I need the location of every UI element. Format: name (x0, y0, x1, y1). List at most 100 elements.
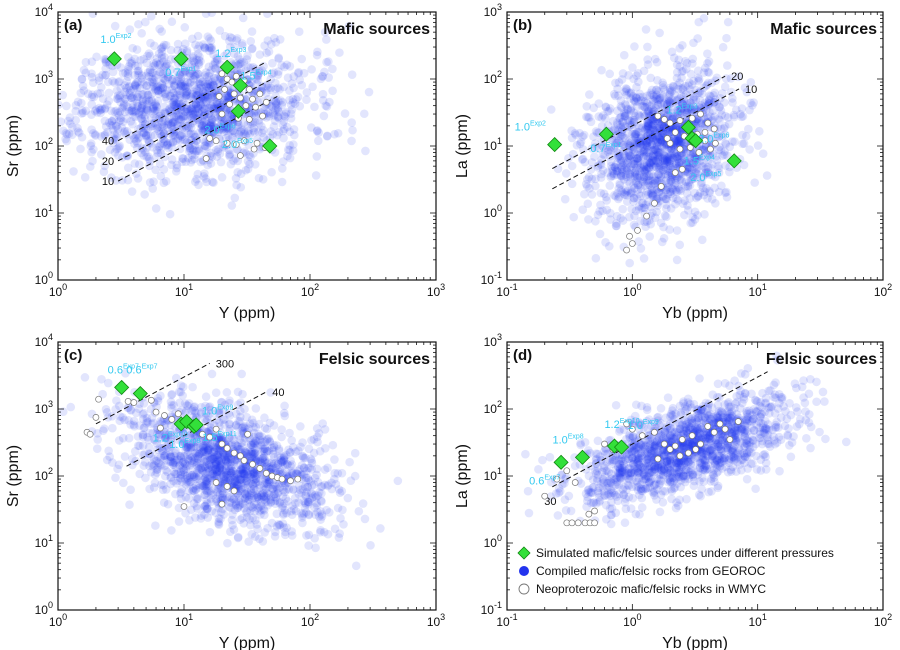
georoc-point (641, 124, 650, 134)
georoc-point (254, 119, 264, 128)
georoc-point (239, 127, 249, 136)
georoc-point (653, 156, 663, 165)
georoc-point (656, 173, 666, 182)
georoc-point (196, 80, 205, 89)
georoc-point (665, 85, 675, 95)
georoc-point (196, 101, 206, 110)
georoc-point (583, 175, 592, 184)
georoc-point (207, 115, 217, 124)
georoc-point (660, 155, 669, 164)
georoc-point (648, 184, 657, 194)
georoc-point (137, 100, 147, 110)
georoc-point (190, 154, 199, 164)
georoc-point (200, 79, 210, 89)
wmyc-point (262, 469, 270, 477)
georoc-point (87, 57, 97, 66)
ratio-line-20 (117, 78, 273, 162)
georoc-point (703, 59, 712, 68)
georoc-point (705, 96, 714, 105)
georoc-point (122, 83, 131, 93)
georoc-point (223, 92, 232, 102)
georoc-point (144, 49, 154, 58)
georoc-point (657, 133, 667, 142)
georoc-point (186, 129, 196, 138)
georoc-point (663, 151, 672, 161)
georoc-point (677, 84, 686, 93)
georoc-point (227, 515, 237, 525)
georoc-point (567, 179, 577, 189)
georoc-point (642, 187, 652, 196)
georoc-point (616, 138, 625, 148)
georoc-point (124, 53, 133, 62)
georoc-point (233, 51, 243, 61)
georoc-point (668, 98, 678, 108)
georoc-point (615, 179, 625, 188)
georoc-point (662, 200, 671, 209)
georoc-point (672, 194, 681, 203)
georoc-point (659, 123, 669, 132)
georoc-point (645, 232, 655, 241)
georoc-point (214, 122, 224, 132)
georoc-point (148, 68, 158, 78)
georoc-point (113, 94, 123, 104)
georoc-point (677, 67, 687, 76)
georoc-point (195, 41, 204, 51)
georoc-point (610, 91, 620, 101)
wmyc-point (250, 145, 258, 153)
georoc-point (354, 506, 364, 516)
georoc-point (639, 66, 649, 76)
georoc-point (186, 69, 195, 78)
georoc-point (629, 95, 639, 105)
georoc-point (227, 201, 237, 210)
georoc-point (611, 192, 620, 201)
georoc-point (589, 103, 599, 113)
georoc-point (201, 86, 211, 96)
georoc-point (116, 97, 125, 107)
georoc-point (618, 216, 628, 225)
georoc-point (234, 129, 244, 139)
georoc-point (624, 141, 634, 150)
georoc-point (126, 117, 136, 126)
georoc-point (257, 122, 266, 131)
georoc-point (224, 150, 234, 160)
georoc-point (231, 59, 241, 68)
georoc-point (656, 99, 666, 108)
wmyc-point (707, 145, 714, 153)
georoc-point (649, 191, 658, 201)
georoc-point (646, 175, 655, 185)
georoc-point (116, 115, 125, 125)
georoc-point (720, 121, 730, 131)
georoc-point (661, 155, 671, 165)
georoc-point (113, 91, 123, 100)
georoc-point (130, 447, 140, 456)
georoc-point (194, 87, 204, 97)
georoc-point (665, 158, 674, 168)
georoc-point (108, 121, 117, 130)
georoc-point (188, 89, 198, 98)
georoc-point (180, 67, 190, 76)
georoc-point (142, 87, 152, 97)
georoc-point (601, 102, 611, 112)
georoc-point (81, 106, 91, 116)
georoc-point (257, 128, 267, 138)
georoc-point (205, 527, 215, 537)
georoc-point (306, 477, 315, 486)
y-tick-label: 101 (35, 203, 53, 220)
georoc-point (720, 130, 730, 139)
georoc-point (280, 112, 290, 122)
georoc-point (623, 158, 632, 168)
georoc-point (120, 94, 130, 104)
georoc-point (693, 34, 702, 43)
georoc-point (199, 93, 208, 103)
ratio-label: 10 (102, 176, 114, 188)
georoc-point (738, 111, 748, 121)
georoc-point (150, 61, 160, 70)
georoc-point (162, 86, 172, 95)
georoc-point (253, 75, 262, 85)
georoc-point (212, 53, 221, 63)
georoc-point (280, 401, 289, 411)
georoc-point (182, 48, 192, 57)
georoc-point (333, 503, 343, 513)
georoc-point (98, 94, 108, 103)
georoc-point (86, 141, 96, 151)
